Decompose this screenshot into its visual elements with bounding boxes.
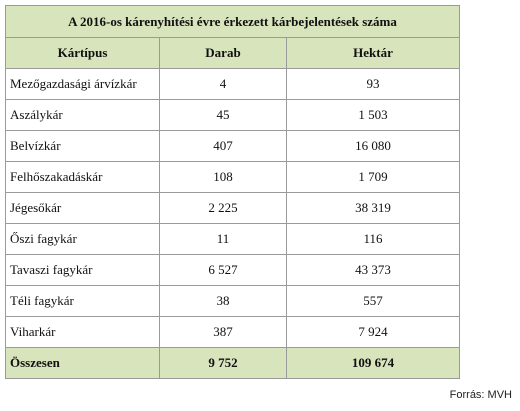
table-cell: Őszi fagykár — [5, 223, 160, 255]
source-note: Forrás: MVH — [449, 389, 512, 401]
header-row: Kártípus Darab Hektár — [5, 37, 460, 69]
data-row: Aszálykár 45 1 503 — [5, 99, 460, 131]
table-title: A 2016-os kárenyhítési évre érkezett kár… — [5, 5, 460, 38]
data-row: Tavaszi fagykár 6 527 43 373 — [5, 254, 460, 286]
header-cell: Kártípus — [5, 37, 160, 69]
header-cell: Darab — [159, 37, 287, 69]
table-cell: Mezőgazdasági árvízkár — [5, 68, 160, 100]
table-cell: Jégesőkár — [5, 192, 160, 224]
table-body: A 2016-os kárenyhítési évre érkezett kár… — [5, 5, 460, 379]
data-row: Mezőgazdasági árvízkár 4 93 — [5, 68, 460, 100]
data-row: Jégesőkár 2 225 38 319 — [5, 192, 460, 224]
table-cell: 43 373 — [286, 254, 460, 286]
table-cell: 2 225 — [159, 192, 287, 224]
table-cell: 38 — [159, 285, 287, 317]
data-row: Őszi fagykár 11 116 — [5, 223, 460, 255]
table-cell: 108 — [159, 161, 287, 193]
table-cell: 1 709 — [286, 161, 460, 193]
table-cell: 11 — [159, 223, 287, 255]
table-cell: 407 — [159, 130, 287, 162]
table-cell: 4 — [159, 68, 287, 100]
table-cell: 38 319 — [286, 192, 460, 224]
table-cell: Téli fagykár — [5, 285, 160, 317]
table-cell: 6 527 — [159, 254, 287, 286]
table-cell: 7 924 — [286, 316, 460, 348]
table-cell: Összesen — [5, 347, 160, 379]
data-row: Felhőszakadáskár 108 1 709 — [5, 161, 460, 193]
claims-table: A 2016-os kárenyhítési évre érkezett kár… — [5, 5, 460, 379]
table-cell: Aszálykár — [5, 99, 160, 131]
table-cell: 16 080 — [286, 130, 460, 162]
table-cell: 116 — [286, 223, 460, 255]
header-cell: Hektár — [286, 37, 460, 69]
title-row: A 2016-os kárenyhítési évre érkezett kár… — [5, 5, 460, 38]
data-row: Belvízkár 407 16 080 — [5, 130, 460, 162]
table-cell: 387 — [159, 316, 287, 348]
table-cell: 45 — [159, 99, 287, 131]
total-row: Összesen 9 752 109 674 — [5, 347, 460, 379]
table-cell: Felhőszakadáskár — [5, 161, 160, 193]
data-row: Viharkár 387 7 924 — [5, 316, 460, 348]
table-cell: Viharkár — [5, 316, 160, 348]
table-cell: Belvízkár — [5, 130, 160, 162]
table-cell: Tavaszi fagykár — [5, 254, 160, 286]
table-cell: 1 503 — [286, 99, 460, 131]
data-row: Téli fagykár 38 557 — [5, 285, 460, 317]
table-cell: 93 — [286, 68, 460, 100]
table-cell: 9 752 — [159, 347, 287, 379]
table-cell: 557 — [286, 285, 460, 317]
table-cell: 109 674 — [286, 347, 460, 379]
